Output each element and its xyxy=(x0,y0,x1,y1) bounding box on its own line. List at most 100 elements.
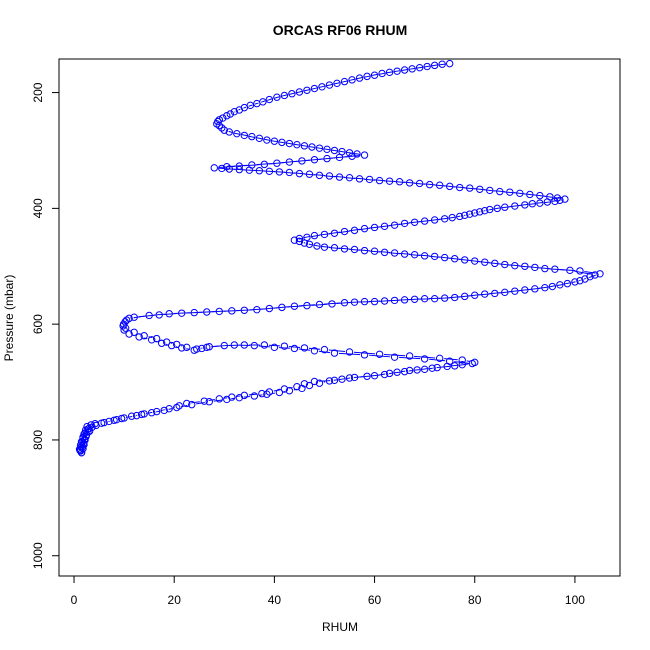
data-point xyxy=(215,121,223,130)
series-segment xyxy=(338,247,351,250)
series-segment xyxy=(266,98,273,101)
data-point xyxy=(410,218,419,226)
data-point xyxy=(340,77,349,86)
data-point xyxy=(100,418,108,427)
series-segment xyxy=(348,248,361,251)
series-segment xyxy=(449,296,461,299)
data-point xyxy=(438,60,446,68)
data-point xyxy=(423,62,431,71)
series-segment xyxy=(308,347,321,350)
series-segment xyxy=(258,345,270,348)
data-point xyxy=(178,344,186,352)
series-segment xyxy=(439,297,451,299)
series-segment xyxy=(449,216,456,219)
series-segment xyxy=(138,314,155,318)
data-point xyxy=(456,183,464,192)
series-segment xyxy=(539,267,551,270)
data-point xyxy=(318,83,326,91)
plot-frame xyxy=(58,58,621,577)
data-point xyxy=(496,187,504,196)
data-point xyxy=(330,229,339,237)
series-segment xyxy=(469,259,481,263)
series-segment xyxy=(273,171,285,173)
y-tick-label: 400 xyxy=(31,198,45,218)
series-segment xyxy=(544,195,553,198)
series-segment xyxy=(338,230,351,234)
data-point xyxy=(125,330,133,338)
series-segment xyxy=(341,80,348,83)
series-segment xyxy=(409,298,421,301)
data-point xyxy=(295,237,304,246)
series-segment xyxy=(303,235,311,239)
data-point xyxy=(219,114,227,122)
series-segment xyxy=(353,152,361,155)
data-point xyxy=(248,161,256,169)
series-segment xyxy=(371,73,378,77)
y-axis: 200 400 600 800 1000 xyxy=(31,82,60,569)
data-point xyxy=(160,406,168,415)
series-segment xyxy=(308,243,313,246)
series-segment xyxy=(318,350,331,354)
data-point xyxy=(270,137,279,145)
data-point xyxy=(235,106,244,114)
series-segment xyxy=(228,130,233,133)
series-segment xyxy=(379,300,391,302)
series-segment xyxy=(431,64,438,67)
data-point xyxy=(265,388,274,396)
data-point xyxy=(300,142,309,150)
data-point xyxy=(393,368,401,376)
series-segment xyxy=(456,215,461,218)
data-point xyxy=(288,90,296,98)
data-point xyxy=(553,194,562,202)
data-point xyxy=(348,76,356,84)
data-point xyxy=(210,164,218,172)
data-point xyxy=(350,298,359,306)
data-point xyxy=(471,358,479,367)
series-segment xyxy=(148,336,153,339)
data-point xyxy=(290,236,299,244)
data-point xyxy=(235,393,244,402)
data-point xyxy=(240,341,249,349)
series-segment xyxy=(441,365,451,368)
series-segment xyxy=(241,134,248,137)
series-layer xyxy=(75,59,604,457)
series-segment xyxy=(386,71,393,74)
series-segment xyxy=(301,144,308,147)
series-segment xyxy=(281,160,298,164)
data-point xyxy=(395,178,404,186)
data-point xyxy=(280,342,289,350)
data-point xyxy=(173,403,181,412)
data-point xyxy=(458,356,466,364)
series-segment xyxy=(223,397,228,399)
data-point xyxy=(265,95,274,104)
series-segment xyxy=(260,100,266,103)
data-point xyxy=(193,345,201,353)
data-point xyxy=(461,211,469,220)
data-point xyxy=(273,93,281,101)
data-point xyxy=(511,287,519,295)
data-point xyxy=(313,242,321,250)
series-segment xyxy=(263,170,275,173)
series-segment xyxy=(311,234,321,238)
series-segment xyxy=(263,138,271,141)
series-segment xyxy=(311,87,318,90)
series-segment xyxy=(368,354,391,358)
data-point xyxy=(183,343,191,352)
data-point xyxy=(203,343,211,352)
series-segment xyxy=(424,183,436,186)
data-point xyxy=(370,297,379,306)
data-point xyxy=(147,336,156,344)
data-point xyxy=(218,124,226,132)
data-point xyxy=(173,340,181,349)
data-point xyxy=(293,382,301,391)
series-segment xyxy=(248,135,256,138)
series-segment xyxy=(514,192,526,195)
series-segment xyxy=(348,228,361,232)
data-point xyxy=(338,375,346,383)
series-segment xyxy=(226,168,235,170)
y-tick-label: 200 xyxy=(31,82,45,102)
data-point xyxy=(415,63,424,72)
series-segment xyxy=(258,394,263,396)
series-segment xyxy=(544,201,551,204)
y-axis-label: Pressure (mbar) xyxy=(2,275,16,362)
